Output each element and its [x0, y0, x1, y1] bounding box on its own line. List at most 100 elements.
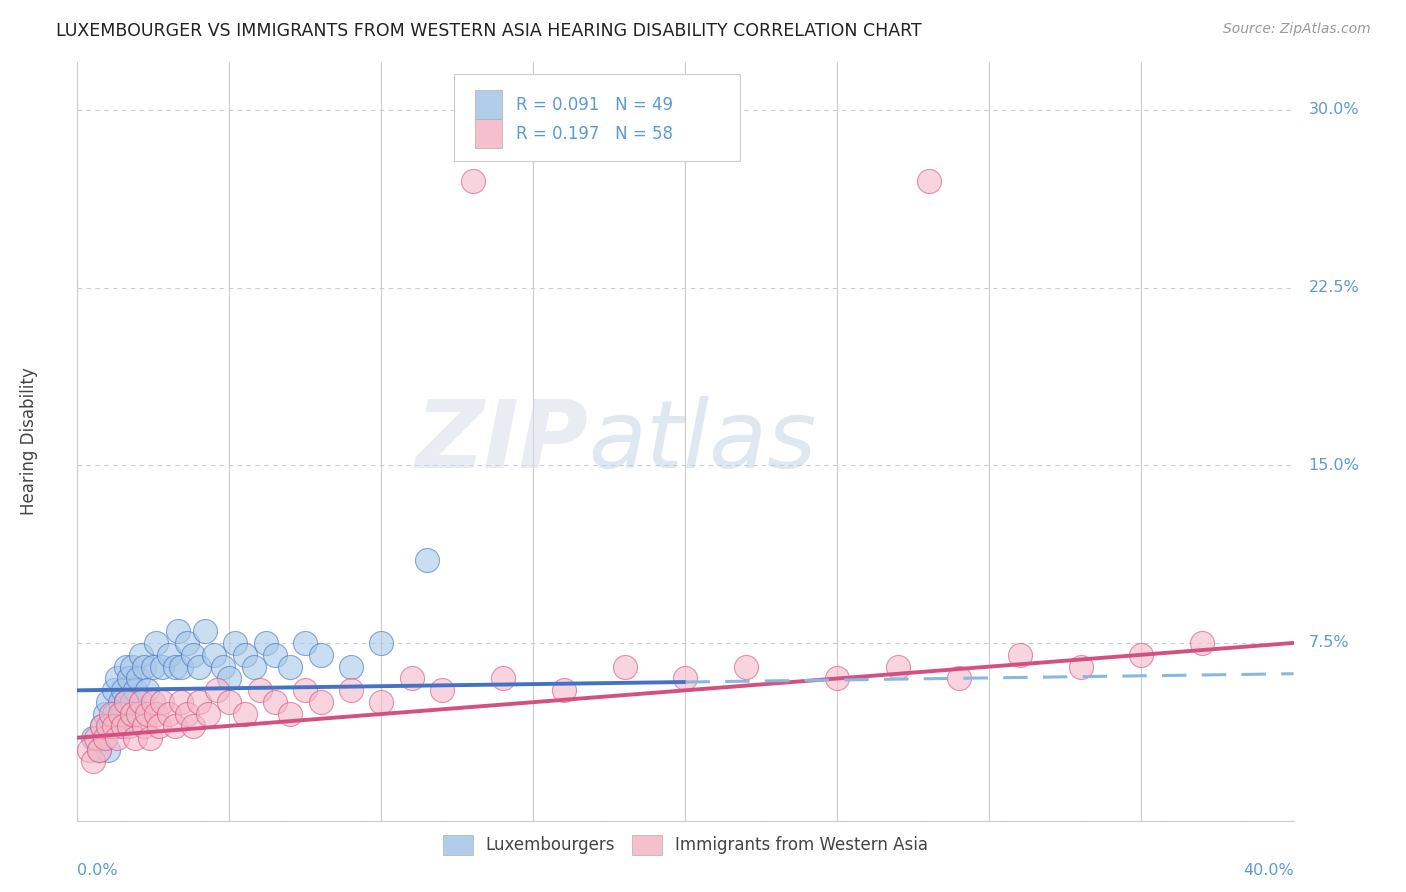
- Point: [278, 706, 301, 721]
- Point: [127, 706, 149, 721]
- Point: [118, 672, 141, 686]
- Point: [370, 636, 392, 650]
- Text: atlas: atlas: [588, 396, 817, 487]
- Point: [202, 648, 225, 662]
- Point: [278, 659, 301, 673]
- Point: [188, 659, 211, 673]
- Point: [115, 695, 138, 709]
- Text: R = 0.091   N = 49: R = 0.091 N = 49: [516, 96, 673, 114]
- Point: [430, 683, 453, 698]
- Point: [100, 719, 122, 733]
- Point: [129, 695, 152, 709]
- Point: [97, 695, 120, 709]
- Text: 30.0%: 30.0%: [1309, 103, 1360, 118]
- Point: [152, 659, 174, 673]
- Point: [82, 731, 104, 745]
- Text: Hearing Disability: Hearing Disability: [20, 368, 38, 516]
- Point: [108, 695, 131, 709]
- Point: [115, 695, 138, 709]
- Point: [370, 695, 392, 709]
- Point: [340, 659, 363, 673]
- Text: ZIP: ZIP: [415, 395, 588, 488]
- Point: [82, 755, 104, 769]
- Point: [152, 695, 174, 709]
- Point: [93, 731, 115, 745]
- Point: [105, 719, 128, 733]
- FancyBboxPatch shape: [475, 120, 502, 148]
- Point: [613, 659, 636, 673]
- Point: [108, 706, 131, 721]
- Text: 7.5%: 7.5%: [1309, 635, 1350, 650]
- Point: [492, 672, 515, 686]
- Point: [136, 683, 159, 698]
- Point: [157, 706, 180, 721]
- Point: [121, 695, 143, 709]
- Point: [264, 695, 287, 709]
- Point: [224, 636, 246, 650]
- Point: [142, 695, 165, 709]
- Point: [553, 683, 575, 698]
- Point: [309, 648, 332, 662]
- Point: [87, 742, 110, 756]
- Point: [294, 683, 316, 698]
- Point: [1008, 648, 1031, 662]
- Point: [103, 706, 125, 721]
- Text: Source: ZipAtlas.com: Source: ZipAtlas.com: [1223, 22, 1371, 37]
- Point: [416, 553, 439, 567]
- Point: [166, 624, 188, 639]
- Point: [136, 706, 159, 721]
- Point: [242, 659, 264, 673]
- Point: [163, 659, 186, 673]
- Point: [176, 706, 198, 721]
- Point: [118, 719, 141, 733]
- Point: [188, 695, 211, 709]
- Point: [918, 174, 941, 188]
- Point: [121, 706, 143, 721]
- Point: [461, 174, 484, 188]
- Point: [170, 695, 193, 709]
- Point: [194, 624, 217, 639]
- Point: [675, 672, 697, 686]
- Point: [142, 659, 165, 673]
- Point: [129, 648, 152, 662]
- Point: [735, 659, 758, 673]
- Point: [124, 731, 146, 745]
- Point: [233, 706, 256, 721]
- Point: [948, 672, 970, 686]
- Point: [264, 648, 287, 662]
- Point: [170, 659, 193, 673]
- Point: [127, 672, 149, 686]
- Point: [134, 719, 156, 733]
- Point: [145, 636, 167, 650]
- Point: [105, 672, 128, 686]
- Point: [176, 636, 198, 650]
- Legend: Luxembourgers, Immigrants from Western Asia: Luxembourgers, Immigrants from Western A…: [436, 828, 935, 862]
- Point: [197, 706, 219, 721]
- Point: [309, 695, 332, 709]
- Point: [139, 731, 162, 745]
- Text: 0.0%: 0.0%: [77, 863, 118, 879]
- Point: [218, 672, 240, 686]
- Point: [97, 742, 120, 756]
- FancyBboxPatch shape: [454, 74, 740, 161]
- Point: [93, 706, 115, 721]
- Point: [887, 659, 910, 673]
- Point: [205, 683, 228, 698]
- Point: [111, 683, 134, 698]
- Text: 40.0%: 40.0%: [1243, 863, 1294, 879]
- Point: [105, 731, 128, 745]
- Point: [103, 683, 125, 698]
- Point: [79, 742, 101, 756]
- Point: [218, 695, 240, 709]
- Text: 15.0%: 15.0%: [1309, 458, 1360, 473]
- Point: [111, 719, 134, 733]
- Point: [100, 706, 122, 721]
- Point: [163, 719, 186, 733]
- Text: LUXEMBOURGER VS IMMIGRANTS FROM WESTERN ASIA HEARING DISABILITY CORRELATION CHAR: LUXEMBOURGER VS IMMIGRANTS FROM WESTERN …: [56, 22, 922, 40]
- Point: [1130, 648, 1153, 662]
- Text: 22.5%: 22.5%: [1309, 280, 1360, 295]
- Point: [249, 683, 271, 698]
- Point: [103, 719, 125, 733]
- Point: [90, 719, 112, 733]
- Point: [121, 659, 143, 673]
